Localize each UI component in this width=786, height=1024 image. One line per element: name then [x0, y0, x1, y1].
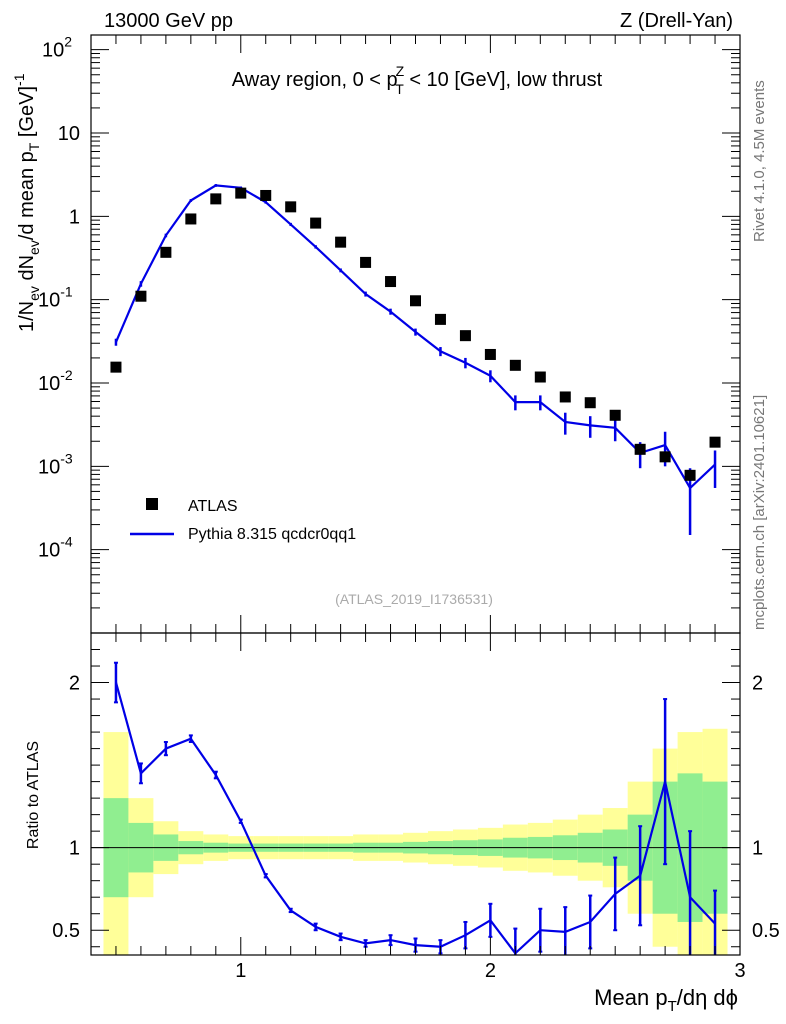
data-point — [684, 469, 696, 481]
data-point — [185, 213, 197, 225]
ratio-y-tick-label-right: 1 — [752, 838, 763, 860]
data-point — [335, 236, 347, 248]
ratio-y-tick-label: 0.5 — [52, 920, 80, 942]
ratio-y-tick-label-right: 2 — [752, 673, 763, 695]
mcplots-label: mcplots.cern.ch [arXiv:2401.10621] — [751, 395, 768, 630]
data-point — [709, 436, 721, 448]
data-point — [410, 295, 421, 307]
data-point — [659, 451, 671, 463]
plot-title: Away region, 0 < pZ T < 10 [GeV], low thr… — [232, 63, 603, 97]
y-tick-label: 10-2 — [38, 367, 73, 395]
ratio-ticks — [91, 633, 741, 955]
main-plot-series — [110, 184, 721, 535]
data-point — [584, 397, 596, 409]
ratio-y-axis-label: Ratio to ATLAS — [25, 741, 42, 849]
data-point — [559, 391, 571, 403]
data-point — [459, 330, 471, 342]
data-point — [360, 256, 372, 268]
ratio-y-tick-label: 1 — [69, 838, 80, 860]
data-point — [484, 348, 496, 360]
header-process: Z (Drell-Yan) — [620, 10, 733, 32]
data-point — [534, 371, 546, 383]
y-tick-label: 10-1 — [38, 284, 73, 312]
legend-data-label: ATLAS — [188, 498, 238, 515]
main-y-axis-label: 1/Nev dNev/d mean pT [GeV]-1 — [11, 73, 42, 332]
data-point — [210, 193, 222, 205]
data-point — [135, 290, 147, 302]
mc-line — [114, 184, 716, 490]
x-axis-label: Mean pT/dη dϕ — [594, 985, 738, 1015]
legend-mc-label: Pythia 8.315 qcdcr0qq1 — [188, 526, 356, 543]
x-tick-label: 1 — [235, 960, 246, 982]
analysis-watermark: (ATLAS_2019_I1736531) — [335, 591, 493, 607]
data-point — [110, 361, 122, 373]
y-tick-label: 10 — [58, 123, 80, 145]
ratio-panel: 1 2 3 0.5 0.5 1 1 2 2 Ratio to ATLAS Mean pT/dη … — [25, 632, 780, 1015]
ratio-y-tick-label: 2 — [69, 673, 80, 695]
y-tick-label: 1 — [69, 206, 80, 228]
ratio-uncertainty-bands — [103, 728, 728, 955]
main-plot-panel: 102 10 1 10-1 10-2 10-3 10-4 Away region, 0 < … — [11, 34, 741, 634]
y-tick-label: 102 — [42, 34, 72, 62]
data-point — [385, 276, 397, 288]
data-point — [434, 313, 446, 325]
data-point — [509, 359, 521, 371]
data-point — [285, 201, 297, 213]
data-point — [310, 217, 322, 229]
ratio-y-tick-label-right: 0.5 — [752, 920, 780, 942]
header-collision: 13000 GeV pp — [104, 10, 233, 32]
data-point — [235, 187, 247, 199]
ratio-series-group — [113, 661, 718, 955]
legend: ATLAS Pythia 8.315 qcdcr0qq1 — [130, 498, 356, 543]
main-plot-y-tick-labels: 102 10 1 10-1 10-2 10-3 10-4 — [38, 34, 80, 562]
x-tick-label: 3 — [734, 960, 745, 982]
data-point — [260, 189, 272, 201]
ratio-tick-labels: 1 2 3 0.5 0.5 1 1 2 2 — [52, 673, 780, 982]
main-plot-ticks — [91, 35, 740, 634]
data-point — [634, 443, 646, 455]
y-tick-label: 10-3 — [38, 450, 73, 478]
data-point — [160, 246, 172, 258]
legend-data-marker — [146, 498, 158, 510]
y-tick-label: 10-4 — [38, 534, 73, 562]
rivet-label: Rivet 4.1.0, 4.5M events — [751, 80, 768, 242]
x-tick-label: 2 — [485, 960, 496, 982]
data-point — [609, 409, 621, 421]
ratio-series — [113, 661, 718, 955]
